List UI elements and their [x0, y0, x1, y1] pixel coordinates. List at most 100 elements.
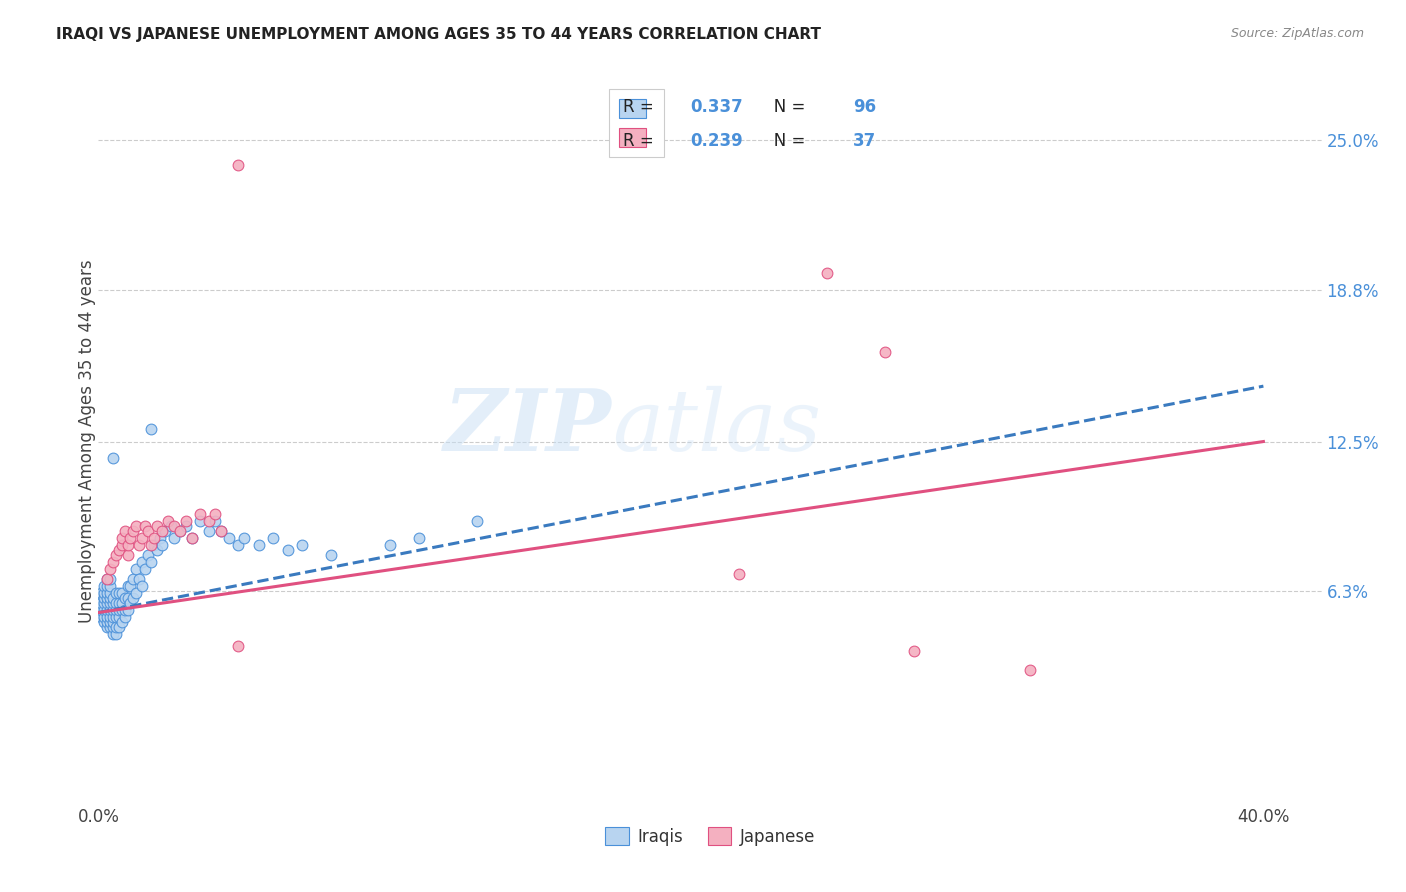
Y-axis label: Unemployment Among Ages 35 to 44 years: Unemployment Among Ages 35 to 44 years [79, 260, 96, 624]
Point [101, 591, 124, 606]
Text: IRAQI VS JAPANESE UNEMPLOYMENT AMONG AGES 35 TO 44 YEARS CORRELATION CHART: IRAQI VS JAPANESE UNEMPLOYMENT AMONG AGE… [56, 27, 821, 42]
Point [98, 579, 121, 593]
Point [180, 531, 202, 545]
Point [96, 596, 118, 610]
Point [188, 514, 212, 528]
Text: N =: N = [758, 132, 810, 150]
Point [218, 531, 240, 545]
Point [90, 610, 112, 624]
Point [96, 572, 118, 586]
Point [139, 555, 162, 569]
Point [98, 610, 121, 624]
Point [101, 596, 124, 610]
Point [117, 538, 139, 552]
Point [157, 514, 180, 528]
Point [111, 603, 134, 617]
Point [163, 531, 186, 545]
Point [96, 603, 118, 617]
Point [128, 538, 150, 552]
Point [139, 538, 162, 552]
Point [98, 572, 121, 586]
Point [145, 519, 167, 533]
Point [465, 514, 488, 528]
Point [90, 596, 112, 610]
Point [291, 538, 314, 552]
Text: Source: ZipAtlas.com: Source: ZipAtlas.com [1230, 27, 1364, 40]
Point [204, 507, 226, 521]
Point [98, 596, 121, 610]
Point [160, 519, 183, 533]
Point [174, 519, 197, 533]
Point [728, 567, 751, 582]
Point [93, 610, 115, 624]
Point [163, 519, 186, 533]
Point [815, 266, 838, 280]
Text: 0.239: 0.239 [690, 132, 744, 150]
Point [93, 603, 115, 617]
Point [226, 158, 249, 172]
Point [98, 603, 121, 617]
Point [247, 538, 270, 552]
Point [226, 639, 249, 653]
Point [134, 519, 156, 533]
Point [101, 620, 124, 634]
Point [98, 586, 121, 600]
Point [903, 644, 925, 658]
Point [104, 627, 127, 641]
Point [209, 524, 232, 538]
Point [98, 615, 121, 630]
Point [96, 572, 118, 586]
Text: 0.337: 0.337 [690, 98, 744, 116]
Point [111, 538, 134, 552]
Point [104, 596, 127, 610]
Point [104, 548, 127, 562]
Point [125, 562, 148, 576]
Point [204, 514, 226, 528]
Point [117, 603, 139, 617]
Point [125, 586, 148, 600]
Point [120, 596, 142, 610]
Point [96, 610, 118, 624]
Point [108, 596, 131, 610]
Point [111, 531, 134, 545]
Point [96, 620, 118, 634]
Point [101, 555, 124, 569]
Point [209, 524, 232, 538]
Text: 37: 37 [853, 132, 876, 150]
Point [117, 548, 139, 562]
Point [101, 615, 124, 630]
Point [114, 591, 136, 606]
Point [145, 542, 167, 557]
Text: N =: N = [758, 98, 810, 116]
Point [122, 572, 145, 586]
Point [131, 579, 153, 593]
Point [90, 603, 112, 617]
Point [117, 579, 139, 593]
Point [139, 423, 162, 437]
Point [101, 627, 124, 641]
Point [122, 591, 145, 606]
Point [122, 524, 145, 538]
Point [108, 603, 131, 617]
Point [408, 531, 430, 545]
Point [226, 538, 249, 552]
Point [262, 531, 284, 545]
Point [128, 572, 150, 586]
Point [96, 615, 118, 630]
Point [169, 524, 191, 538]
Point [111, 596, 134, 610]
Text: R =: R = [623, 98, 659, 116]
Point [104, 603, 127, 617]
Point [93, 596, 115, 610]
Point [98, 620, 121, 634]
Point [114, 610, 136, 624]
Point [98, 562, 121, 576]
Point [321, 548, 343, 562]
Point [90, 586, 112, 600]
Point [120, 531, 142, 545]
Point [101, 451, 124, 466]
Point [198, 524, 221, 538]
Legend: Iraqis, Japanese: Iraqis, Japanese [599, 821, 821, 852]
Point [233, 531, 256, 545]
Point [98, 591, 121, 606]
